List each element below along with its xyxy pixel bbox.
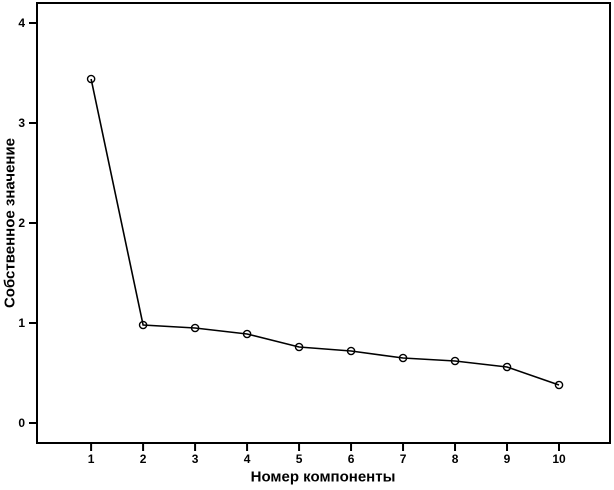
eigenvalue-line [90,78,560,386]
y-tick-label: 2 [18,216,25,230]
x-tick-label: 9 [504,452,511,466]
y-axis-label: Собственное значение [1,137,19,309]
data-point-marker [86,74,96,84]
data-point-marker [138,320,148,330]
x-tick-label: 6 [348,452,355,466]
x-tick-label: 10 [552,452,566,466]
data-point-marker [502,362,512,372]
x-tick-label: 7 [400,452,407,466]
data-point-marker [294,342,304,352]
x-tick-label: 8 [452,452,459,466]
x-tick-label: 4 [244,452,251,466]
x-tick-label: 5 [296,452,303,466]
data-point-marker [554,380,564,390]
data-point-marker [242,329,252,339]
y-tick-label: 0 [18,416,25,430]
y-tick-label: 1 [18,316,25,330]
x-tick-label: 1 [88,452,95,466]
data-point-marker [398,353,408,363]
x-axis-label: Номер компоненты [250,468,396,486]
data-point-marker [190,323,200,333]
data-point-marker [450,356,460,366]
x-tick-label: 2 [140,452,147,466]
x-tick-label: 3 [192,452,199,466]
plot-frame [36,2,611,444]
y-tick-label: 4 [18,16,25,30]
y-tick-label: 3 [18,116,25,130]
data-point-marker [346,346,356,356]
